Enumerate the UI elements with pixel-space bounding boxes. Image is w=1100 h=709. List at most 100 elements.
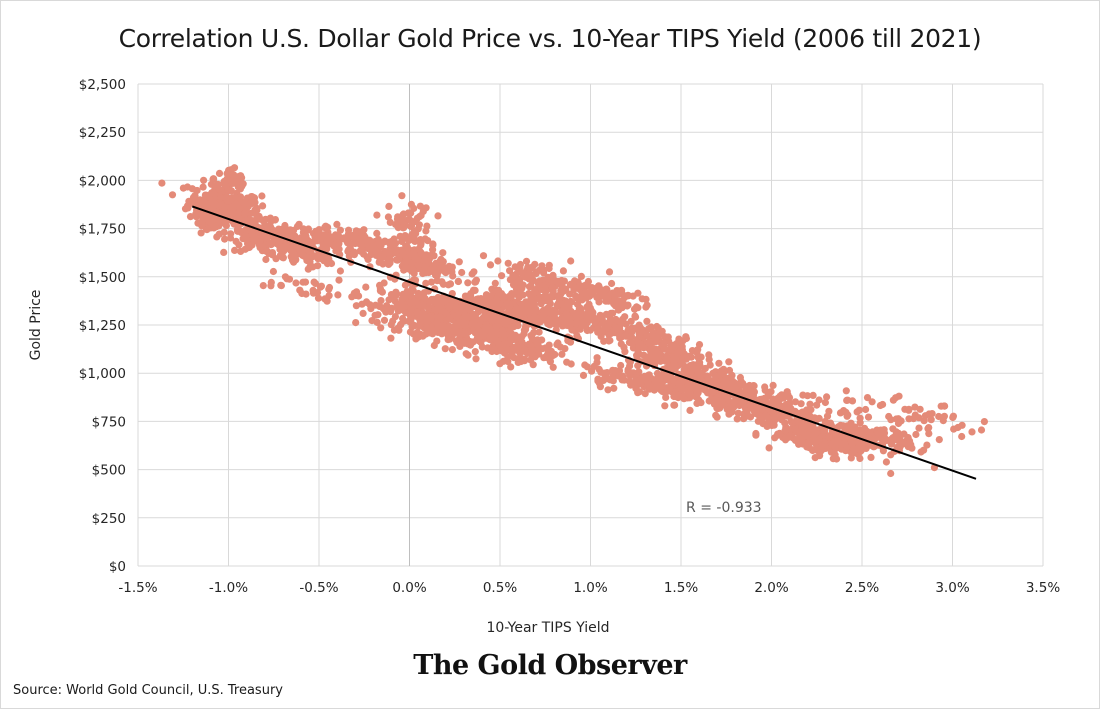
data-point <box>809 391 817 399</box>
data-point <box>759 420 767 428</box>
data-point <box>199 183 207 191</box>
data-point <box>697 399 705 407</box>
data-point <box>519 291 527 299</box>
data-point <box>461 292 469 300</box>
data-point <box>436 294 444 303</box>
data-point <box>251 198 259 206</box>
data-point <box>712 411 720 419</box>
data-point <box>390 292 398 300</box>
data-point <box>746 413 755 421</box>
data-point <box>333 220 341 228</box>
data-point <box>471 348 479 356</box>
data-point <box>567 257 575 265</box>
data-point <box>414 289 423 298</box>
data-point <box>209 216 217 224</box>
data-point <box>536 318 545 326</box>
data-point <box>705 351 713 359</box>
data-point <box>262 255 270 264</box>
data-point <box>765 418 773 426</box>
data-point <box>414 261 422 270</box>
gridlines <box>137 83 1044 567</box>
data-point <box>262 247 270 255</box>
data-point <box>434 212 442 220</box>
data-point <box>663 354 671 362</box>
data-point <box>860 424 869 432</box>
data-point <box>643 317 651 325</box>
data-point <box>247 193 255 201</box>
data-point <box>635 330 643 338</box>
data-point <box>905 406 913 414</box>
data-point <box>516 263 524 272</box>
y-tick-label: $2,250 <box>79 125 126 141</box>
data-point <box>823 393 831 401</box>
data-point <box>525 307 534 315</box>
data-point <box>577 272 586 280</box>
data-point <box>645 352 653 360</box>
data-point <box>856 414 864 422</box>
data-point <box>894 419 903 428</box>
data-point <box>528 335 537 343</box>
data-point <box>355 292 363 300</box>
data-point <box>402 292 410 300</box>
data-point <box>621 313 629 321</box>
data-point <box>404 209 412 217</box>
data-point <box>715 359 723 367</box>
data-point <box>647 323 655 331</box>
data-point <box>313 252 321 260</box>
data-point <box>817 442 826 450</box>
data-point <box>228 209 236 217</box>
data-point <box>186 213 195 221</box>
y-tick-label: $1,000 <box>79 366 126 382</box>
data-point <box>422 204 430 212</box>
data-point <box>520 357 529 365</box>
data-point <box>879 447 888 455</box>
data-point <box>376 302 384 310</box>
data-point <box>555 279 563 287</box>
data-point <box>410 269 418 278</box>
data-point <box>350 231 358 239</box>
data-point <box>781 426 790 434</box>
data-point <box>600 369 608 377</box>
data-point <box>189 193 198 201</box>
data-point <box>785 394 794 402</box>
data-point <box>752 431 760 439</box>
data-point <box>767 388 775 396</box>
data-point <box>720 401 728 409</box>
data-point <box>359 309 367 317</box>
data-point <box>269 267 277 276</box>
data-point <box>301 235 309 243</box>
x-tick-label: 1.0% <box>573 580 607 596</box>
data-point <box>543 345 551 353</box>
data-point <box>863 394 872 402</box>
data-point <box>563 358 571 366</box>
data-point <box>499 293 507 301</box>
data-point <box>325 292 333 300</box>
data-point <box>444 323 452 331</box>
data-point <box>710 400 719 408</box>
data-point <box>568 326 576 334</box>
data-point <box>416 315 424 323</box>
data-point <box>278 249 286 257</box>
data-point <box>617 288 625 296</box>
data-point <box>605 337 613 345</box>
data-point <box>380 316 389 324</box>
data-point <box>455 258 463 266</box>
data-point <box>841 440 849 448</box>
data-point <box>731 384 740 392</box>
data-point <box>298 289 306 298</box>
data-point <box>438 322 446 330</box>
data-point <box>288 256 297 264</box>
data-point <box>436 313 444 321</box>
data-point <box>530 300 539 309</box>
data-point <box>408 323 416 331</box>
data-point <box>687 368 695 376</box>
data-point <box>322 222 330 230</box>
data-point <box>568 319 576 327</box>
data-point <box>610 384 618 392</box>
data-point <box>468 270 476 278</box>
data-point <box>704 373 712 381</box>
data-point <box>679 386 687 394</box>
data-point <box>456 342 464 350</box>
brand-logo: The Gold Observer <box>413 650 687 681</box>
